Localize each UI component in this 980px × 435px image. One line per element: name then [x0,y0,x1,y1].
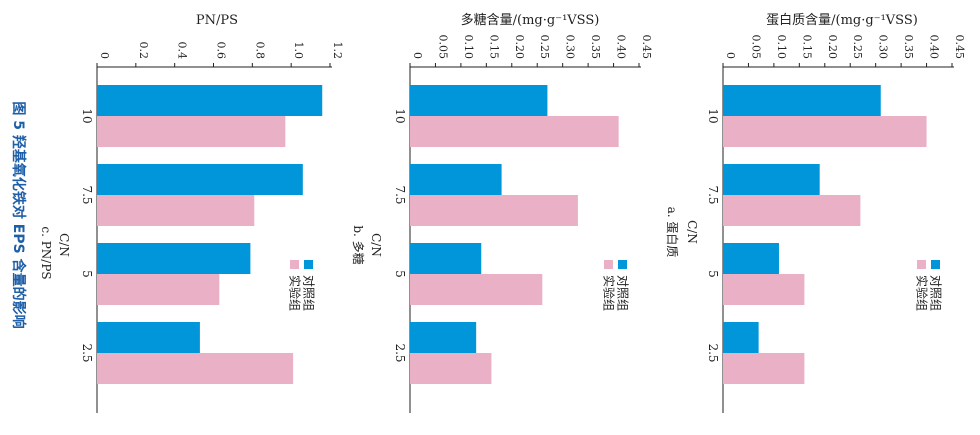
value-tick-label: 0.8 [253,42,266,60]
legend-swatch-control [618,260,627,269]
category-tick-label: 5 [80,270,94,278]
value-tick-label: 0.2 [137,42,150,60]
value-tick-label: 0.05 [436,35,449,60]
category-tick-label: 2.5 [80,343,94,362]
legend-label: 对照组 [302,275,316,311]
category-tick-label: 7.5 [393,185,407,204]
value-tick-label: 0.40 [928,35,941,60]
value-tick-label: 0.20 [826,35,839,60]
value-tick-label: 0.25 [851,35,864,60]
bar-control [410,322,477,353]
legend-swatch-control [304,260,313,269]
value-tick-label: 0.45 [640,35,653,60]
bar-experiment [410,195,578,226]
legend-label: 对照组 [616,275,630,311]
bar-control [410,164,502,195]
value-tick-label: 0.35 [589,35,602,60]
legend-label: 对照组 [929,275,943,311]
category-tick-label: 7.5 [80,185,94,204]
bar-control [97,243,251,274]
bar-experiment [97,274,220,305]
value-tick-label: 0.4 [176,42,189,60]
value-tick-label: 0.15 [800,35,813,60]
bar-experiment [723,195,861,226]
bar-experiment [410,353,492,384]
category-axis-title: C/N [57,233,71,257]
value-tick-label: 0.35 [902,35,915,60]
bar-experiment [97,195,255,226]
value-tick-label: 0.20 [513,35,526,60]
value-tick-label: 0.6 [215,42,228,60]
bar-experiment [723,353,805,384]
legend-swatch-control [931,260,940,269]
bar-experiment [410,116,619,147]
legend-swatch-experiment [290,260,299,269]
bar-control [97,322,200,353]
bar-control [97,164,303,195]
chart-title: PN/PS [196,13,238,28]
value-tick-label: 0.30 [877,35,890,60]
panel-sublabel: a. 蛋白质 [665,207,680,258]
value-tick-label: 0.10 [462,35,475,60]
chart-title: 多糖含量/(mg·g⁻¹VSS) [461,12,600,28]
chart-panel-1: 蛋白质含量/(mg·g⁻¹VSS) 0 0.05 0.10 0.15 0.20 0.25 0.… [665,12,966,413]
legend-swatch-experiment [604,260,613,269]
bar-control [410,243,482,274]
category-tick-label: 7.5 [706,185,720,204]
bar-control [723,164,820,195]
bar-experiment [723,116,927,147]
legend-label: 实验组 [915,275,930,311]
category-tick-label: 10 [393,108,407,123]
category-tick-label: 10 [706,108,720,123]
panel-sublabel: b. 多糖 [351,225,366,264]
bar-experiment [97,353,294,384]
bar-control [723,243,779,274]
category-tick-label: 2.5 [393,343,407,362]
value-tick-label: 0.15 [487,34,500,59]
bar-experiment [723,274,805,305]
category-axis-title: C/N [685,220,699,244]
chart-panel-2: 多糖含量/(mg·g⁻¹VSS) 0 0.05 0.10 0.15 0.20 0.25 0.3… [351,12,653,413]
bar-control [97,85,323,116]
value-tick-label: 0.45 [953,35,966,60]
chart-title: 蛋白质含量/(mg·g⁻¹VSS) [766,12,918,28]
value-tick-label: 0 [98,52,111,59]
category-axis-title: C/N [369,233,383,257]
bar-experiment [410,274,543,305]
legend-label: 实验组 [288,275,303,311]
category-tick-label: 10 [80,108,94,123]
bar-experiment [97,116,286,147]
figure-caption: 图 5 羟基氧化铁对 EPS 含量的影响 [10,101,27,328]
value-tick-label: 0 [724,52,737,59]
bar-control [723,322,759,353]
legend-swatch-experiment [917,260,926,269]
value-tick-label: 0.05 [749,35,762,60]
category-tick-label: 2.5 [706,343,720,362]
value-tick-label: 0.40 [615,35,628,60]
value-tick-label: 1.0 [292,42,305,60]
category-tick-label: 5 [706,270,720,278]
value-tick-label: 0.10 [775,35,788,60]
value-tick-label: 1.2 [331,42,344,60]
bar-control [410,85,548,116]
bar-control [723,85,881,116]
legend-label: 实验组 [602,275,617,311]
panel-sublabel: c. PN/PS [39,226,53,279]
value-tick-label: 0.25 [538,35,551,60]
category-tick-label: 5 [393,270,407,278]
value-tick-label: 0 [411,52,424,59]
value-tick-label: 0.30 [564,35,577,60]
